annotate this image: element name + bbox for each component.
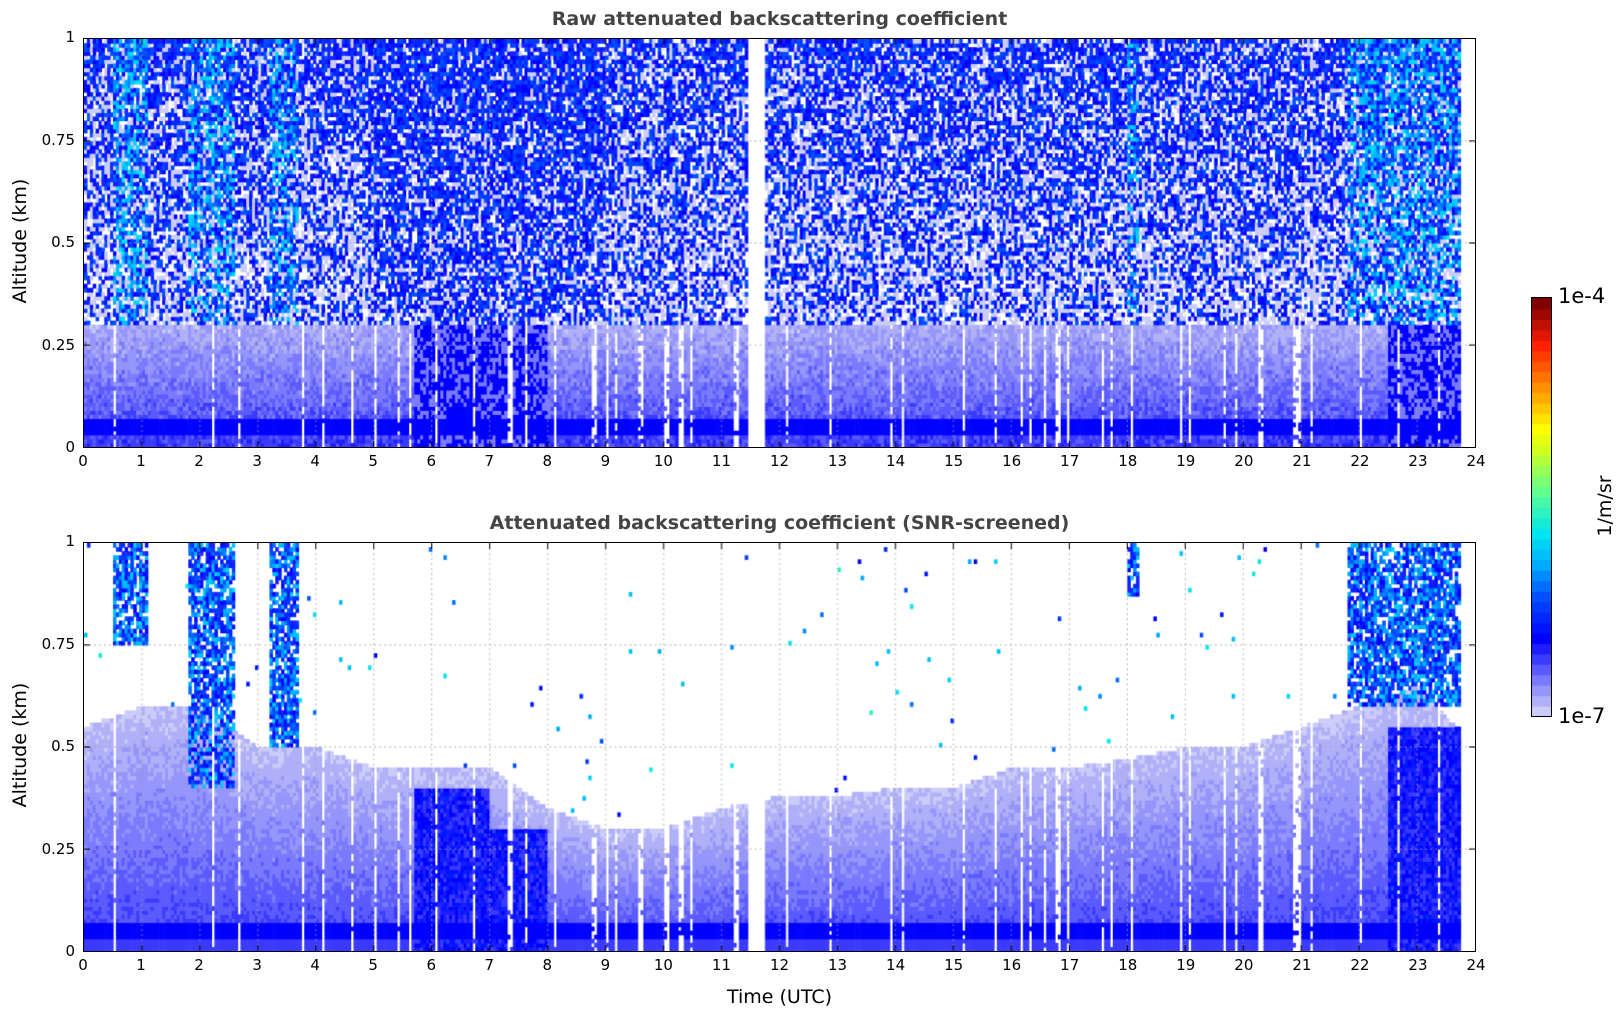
x-tick-label: 6 [426, 956, 437, 974]
y-tick-label: 0.75 [41, 130, 75, 149]
x-tick-label: 10 [653, 452, 673, 470]
x-tick-label: 17 [1060, 452, 1080, 470]
x-tick-label: 24 [1466, 452, 1486, 470]
x-tick-label: 24 [1466, 956, 1486, 974]
x-tick-label: 8 [542, 452, 553, 470]
y-tick-label: 0 [65, 942, 75, 960]
x-tick-label: 20 [1234, 452, 1254, 470]
x-tick-label: 23 [1408, 452, 1428, 470]
x-tick-label: 23 [1408, 956, 1428, 974]
x-tick-label: 19 [1176, 956, 1196, 974]
y-tick-label: 0.5 [51, 233, 75, 251]
x-tick-label: 5 [368, 956, 378, 974]
x-tick-label: 13 [827, 452, 848, 470]
x-tick-label: 14 [886, 956, 906, 974]
x-tick-label: 3 [252, 452, 262, 470]
x-tick-label: 21 [1292, 956, 1312, 974]
colorbar-unit-label: 1/m/sr [1594, 475, 1616, 537]
x-tick-label: 2 [194, 956, 204, 974]
colorbar-min-label: 1e-7 [1558, 704, 1606, 728]
x-tick-label: 15 [944, 956, 964, 974]
x-tick-label: 22 [1350, 452, 1370, 470]
x-tick-label: 17 [1060, 956, 1080, 974]
x-tick-label: 12 [769, 452, 790, 470]
y-tick-label: 0 [65, 438, 75, 456]
x-tick-label: 11 [711, 956, 731, 974]
x-tick-label: 0 [78, 956, 88, 974]
x-tick-label: 7 [484, 956, 495, 974]
y-tick-label: 1 [65, 28, 75, 46]
x-tick-label: 20 [1234, 956, 1254, 974]
x-tick-label: 5 [368, 452, 378, 470]
x-tick-label: 1 [136, 956, 146, 974]
x-tick-label: 19 [1176, 452, 1196, 470]
y-tick-label: 0.75 [41, 634, 75, 653]
raw-heatmap-cells [84, 39, 1475, 447]
x-tick-label: 9 [600, 956, 611, 974]
x-tick-label: 22 [1350, 956, 1370, 974]
x-tick-label: 13 [827, 956, 848, 974]
x-tick-label: 21 [1292, 452, 1312, 470]
y-tick-label: 0.25 [41, 335, 75, 354]
x-tick-label: 1 [136, 452, 146, 470]
x-tick-label: 4 [310, 956, 320, 974]
x-tick-label: 0 [78, 452, 88, 470]
x-tick-label: 4 [310, 452, 320, 470]
bottom-chart-title: Attenuated backscattering coefficient (S… [489, 512, 1070, 534]
y-tick-label: 0.25 [41, 839, 75, 858]
x-tick-label: 10 [653, 956, 673, 974]
x-tick-label: 14 [886, 452, 906, 470]
x-tick-label: 16 [1002, 452, 1022, 470]
x-tick-label: 15 [944, 452, 964, 470]
colorbar [1531, 297, 1552, 717]
x-tick-label: 3 [252, 956, 262, 974]
x-tick-label: 12 [769, 956, 790, 974]
x-tick-label: 8 [542, 956, 553, 974]
x-tick-label: 18 [1118, 452, 1138, 470]
x-tick-label: 16 [1002, 956, 1022, 974]
colorbar-max-label: 1e-4 [1558, 284, 1606, 308]
screened-backscatter-heatmap [83, 542, 1476, 952]
raw-backscatter-heatmap [83, 38, 1476, 448]
x-tick-label: 7 [484, 452, 495, 470]
x-tick-label: 9 [600, 452, 611, 470]
y-tick-label: 1 [65, 532, 75, 550]
x-tick-label: 6 [426, 452, 437, 470]
screened-heatmap-cells [84, 543, 1475, 951]
x-tick-label: 11 [711, 452, 731, 470]
y-tick-label: 0.5 [51, 737, 75, 755]
x-tick-label: 18 [1118, 956, 1138, 974]
x-axis-label: Time (UTC) [726, 986, 833, 1008]
top-chart-title: Raw attenuated backscattering coefficien… [551, 8, 1008, 30]
x-tick-label: 2 [194, 452, 204, 470]
colorbar-gradient [1532, 298, 1551, 716]
